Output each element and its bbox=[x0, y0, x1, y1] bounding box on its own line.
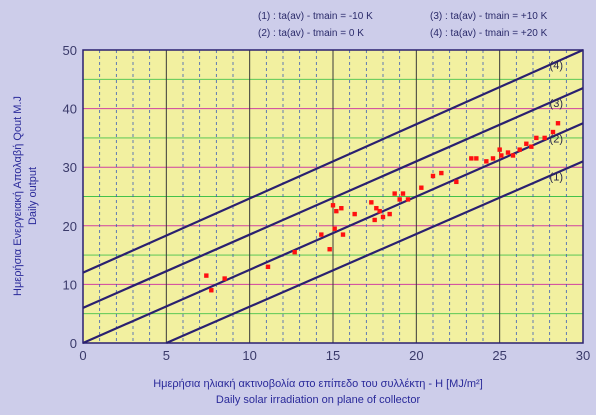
curve-line bbox=[82, 48, 584, 274]
data-point bbox=[387, 211, 392, 217]
curve-line bbox=[82, 122, 584, 345]
grid-lines bbox=[83, 50, 583, 343]
plot-frame bbox=[82, 49, 584, 344]
legend-entry-1: (1) : ta(av) - tmain = -10 K bbox=[258, 11, 373, 22]
data-point bbox=[352, 211, 357, 217]
data-point bbox=[529, 144, 534, 149]
data-point bbox=[550, 129, 556, 135]
y-tick-label: 0 bbox=[70, 336, 77, 351]
x-tick-label: 25 bbox=[492, 348, 506, 363]
curve-label: (4) bbox=[550, 60, 563, 72]
data-point bbox=[524, 141, 529, 146]
data-point bbox=[484, 159, 489, 164]
data-point bbox=[292, 249, 297, 255]
data-point bbox=[490, 156, 496, 161]
data-point bbox=[377, 208, 382, 214]
x-tick-label: 30 bbox=[576, 348, 590, 363]
data-point bbox=[319, 232, 324, 237]
data-point bbox=[497, 147, 502, 152]
data-point bbox=[340, 232, 346, 237]
x-tick-label: 5 bbox=[163, 348, 170, 363]
legend-entry-3: (3) : ta(av) - tmain = +10 K bbox=[430, 11, 548, 22]
data-point bbox=[327, 247, 332, 252]
data-point bbox=[400, 191, 406, 196]
x-tick-labels: 0 5 10 15 20 25 30 bbox=[79, 348, 590, 363]
y-tick-label: 50 bbox=[63, 43, 77, 58]
data-point bbox=[474, 156, 479, 161]
data-point bbox=[555, 121, 561, 126]
y-tick-label: 20 bbox=[63, 219, 77, 234]
x-tick-label: 0 bbox=[79, 348, 86, 363]
data-point bbox=[454, 179, 459, 185]
data-point bbox=[419, 185, 424, 190]
y-tick-label: 40 bbox=[63, 102, 77, 117]
curve-lines bbox=[82, 48, 584, 345]
curve-labels: (1) (2) (3) (4) bbox=[550, 60, 563, 183]
data-point bbox=[369, 200, 374, 205]
curve-line bbox=[82, 87, 584, 309]
legend-entry-2: (2) : ta(av) - tmain = 0 K bbox=[258, 28, 364, 39]
data-point bbox=[517, 147, 522, 152]
data-point bbox=[430, 173, 436, 179]
data-point bbox=[372, 217, 377, 223]
data-point bbox=[330, 203, 336, 208]
data-point bbox=[334, 208, 339, 214]
legend-entry-4: (4) : ta(av) - tmain = +20 K bbox=[430, 28, 548, 39]
y-tick-label: 10 bbox=[63, 277, 77, 292]
y-axis-label-english: Daily output bbox=[27, 167, 39, 225]
x-tick-label: 15 bbox=[326, 348, 340, 363]
data-point bbox=[339, 206, 344, 211]
data-points bbox=[204, 121, 561, 293]
data-point bbox=[204, 273, 209, 278]
data-point bbox=[505, 150, 511, 155]
x-tick-label: 20 bbox=[409, 348, 423, 363]
data-point bbox=[542, 135, 547, 141]
data-point bbox=[510, 153, 516, 158]
data-point bbox=[439, 170, 444, 176]
x-axis-label-english: Daily solar irradiation on plane of coll… bbox=[216, 394, 421, 406]
y-tick-label: 30 bbox=[63, 160, 77, 175]
y-tick-labels: 0 10 20 30 40 50 bbox=[63, 43, 77, 351]
data-point bbox=[405, 197, 411, 202]
data-point bbox=[392, 191, 397, 196]
data-point bbox=[332, 226, 337, 231]
curve-label: (3) bbox=[550, 98, 563, 110]
data-point bbox=[209, 288, 214, 293]
x-tick-label: 10 bbox=[242, 348, 256, 363]
curve-label: (2) bbox=[550, 133, 563, 145]
curve-line bbox=[165, 160, 584, 345]
data-point bbox=[374, 206, 379, 211]
data-point bbox=[397, 197, 402, 202]
data-point bbox=[380, 214, 386, 220]
y-axis-label: Ημερήσια Ενεργειακή Απολαβή Qout M.J bbox=[12, 96, 24, 296]
data-point bbox=[469, 156, 474, 161]
data-point bbox=[534, 135, 539, 141]
data-point bbox=[499, 153, 504, 158]
data-point bbox=[265, 264, 271, 270]
data-point bbox=[222, 276, 227, 281]
x-axis-label: Ημερήσια ηλιακή ακτινοβολία στο επίπεδο … bbox=[153, 378, 483, 390]
curve-label: (1) bbox=[550, 171, 563, 183]
